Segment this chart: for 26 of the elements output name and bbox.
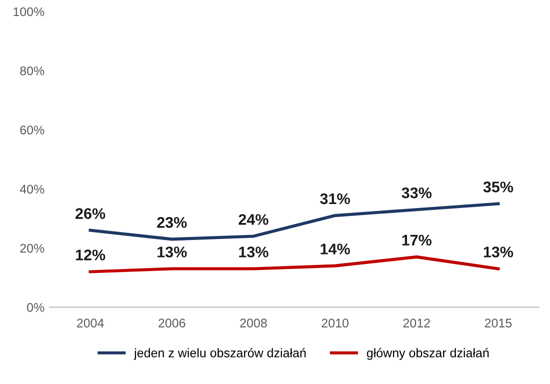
y-tick-label: 20% — [20, 244, 44, 253]
data-label: 13% — [484, 246, 514, 258]
data-label: 33% — [402, 187, 432, 198]
data-label: 24% — [238, 214, 268, 225]
data-label: 31% — [320, 193, 350, 204]
y-tick-label: 80% — [20, 66, 44, 76]
x-tick-label: 2008 — [240, 318, 267, 328]
legend-label: główny obszar działań — [366, 348, 489, 360]
data-label: 13% — [158, 246, 187, 258]
data-label: 26% — [76, 208, 106, 219]
data-label: 13% — [239, 246, 268, 258]
x-tick-label: 2010 — [322, 318, 348, 328]
y-tick-label: 0% — [27, 303, 44, 312]
x-tick-label: 2012 — [403, 318, 430, 328]
y-tick-label: 40% — [20, 184, 44, 194]
y-tick-label: 100% — [14, 7, 44, 16]
x-tick-label: 2006 — [158, 318, 186, 328]
x-tick-label: 2015 — [484, 318, 512, 328]
legend-label: jeden z wielu obszarów działań — [134, 348, 306, 360]
y-tick-label: 60% — [20, 126, 44, 134]
data-label: 17% — [402, 234, 432, 246]
data-label: 23% — [157, 217, 187, 228]
data-label: 35% — [483, 182, 514, 192]
x-tick-label: 2004 — [77, 318, 104, 328]
data-label: 12% — [76, 250, 106, 260]
data-label: 14% — [320, 244, 350, 254]
